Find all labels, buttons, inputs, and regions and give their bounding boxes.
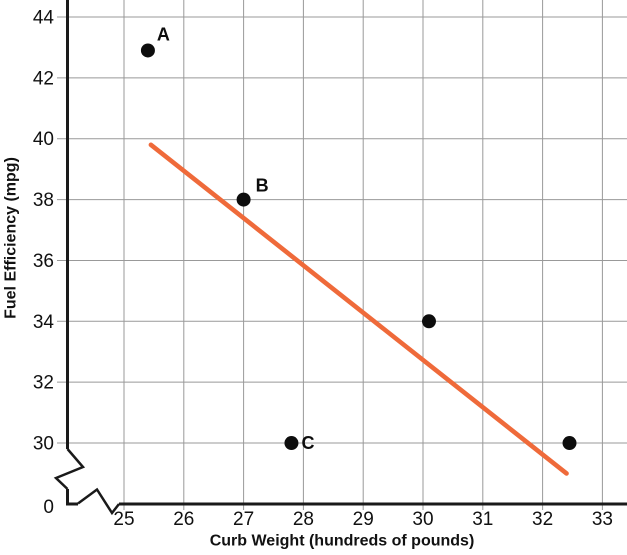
point-label-C: C: [301, 433, 314, 453]
x-tick-label-26: 26: [173, 509, 194, 530]
x-tick-label-31: 31: [472, 509, 493, 530]
data-points: A B C: [140, 24, 577, 453]
data-point-3: [421, 314, 436, 329]
y-axis-break-icon: [53, 448, 86, 490]
data-point-4: [562, 436, 577, 451]
axis-breaks: [53, 448, 120, 516]
y-tick-label-40: 40: [33, 129, 54, 150]
point-label-B: B: [256, 176, 269, 196]
x-tick-label-33: 33: [592, 509, 613, 530]
x-tick-label-30: 30: [412, 509, 433, 530]
x-axis-title: Curb Weight (hundreds of pounds): [210, 533, 475, 550]
y-tick-label-30: 30: [33, 434, 54, 455]
x-tick-label-25: 25: [113, 509, 134, 530]
x-tick-label-28: 28: [293, 509, 314, 530]
data-point-C: [284, 436, 299, 451]
tick-labels: 25 26 27 28 29 30 31 32 33 0 30 32 34 36 38 40 42 44: [33, 8, 613, 531]
trend-line: [148, 142, 569, 476]
x-axis-break-icon: [77, 487, 120, 516]
x-tick-label-32: 32: [532, 509, 553, 530]
y-tick-label-34: 34: [33, 312, 55, 333]
y-tick-label-0: 0: [43, 497, 54, 518]
axes: [66, 0, 627, 506]
data-point-A: [140, 43, 155, 58]
y-axis-title: Fuel Efficiency (mpg): [3, 157, 20, 319]
x-tick-label-29: 29: [353, 509, 374, 530]
y-tick-label-32: 32: [33, 373, 54, 394]
data-point-B: [236, 192, 251, 207]
y-tick-label-42: 42: [33, 68, 54, 89]
trend-line-group: [148, 142, 569, 476]
x-tick-label-27: 27: [233, 509, 254, 530]
y-tick-label-36: 36: [33, 251, 54, 272]
y-tick-label-44: 44: [33, 8, 55, 29]
y-tick-label-38: 38: [33, 190, 54, 211]
point-label-A: A: [157, 24, 170, 44]
gridlines: [57, 0, 627, 510]
